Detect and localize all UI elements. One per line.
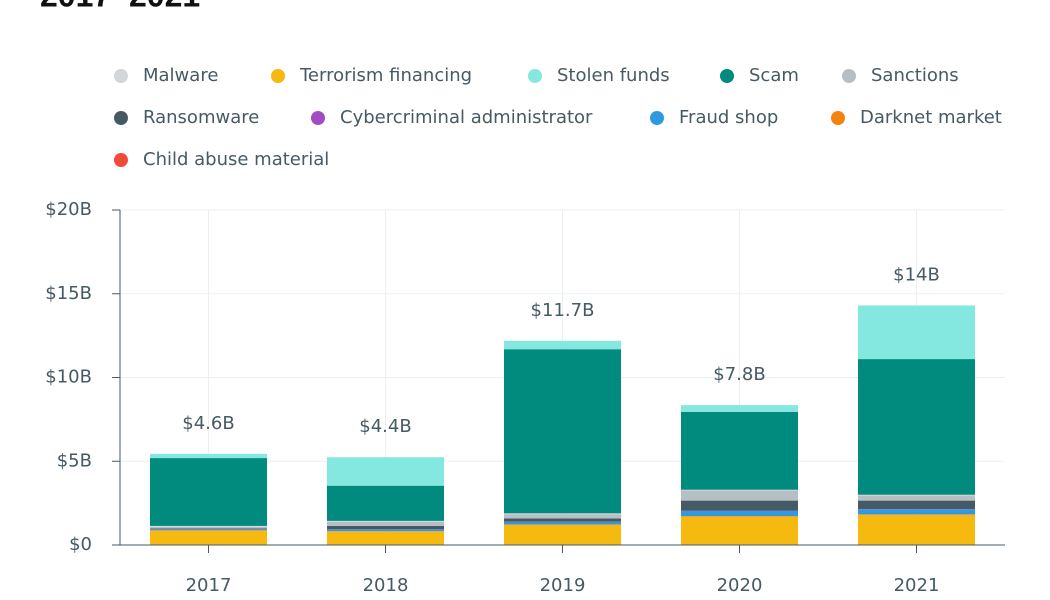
bar-segment [150, 529, 267, 531]
x-tick-label: 2020 [717, 575, 763, 596]
legend-label: Cybercriminal administrator [340, 107, 593, 128]
bar-segment [858, 305, 975, 360]
legend-label: Malware [143, 65, 218, 86]
legend-dot [650, 111, 664, 125]
x-tick-label: 2019 [540, 575, 586, 596]
legend-dot [114, 69, 128, 83]
y-tick-label: $0 [69, 534, 92, 555]
y-tick-label: $15B [45, 283, 92, 304]
total-label: $14B [893, 264, 940, 285]
total-label: $11.7B [531, 300, 595, 321]
chart-title: 2017–2021 [40, 0, 200, 13]
y-tick-label: $10B [45, 367, 92, 388]
bar-segment [327, 521, 444, 526]
total-label: $4.6B [182, 413, 234, 434]
x-tick-label: 2017 [186, 575, 232, 596]
bar-segment [504, 518, 621, 522]
legend-dot [720, 69, 734, 83]
y-tick-label: $20B [45, 199, 92, 220]
bar-segment [681, 405, 798, 412]
bar-segment [858, 495, 975, 501]
bar-segment [858, 359, 975, 495]
bar-segment [504, 340, 621, 350]
bar-segment [327, 485, 444, 521]
legend-dot [271, 69, 285, 83]
bar-segment [858, 509, 975, 515]
bar-segment [681, 510, 798, 517]
legend-dot [114, 111, 128, 125]
bar-segment [327, 531, 444, 545]
legend-label: Ransomware [143, 107, 259, 128]
legend-label: Darknet market [860, 107, 1002, 128]
bar-segment [504, 349, 621, 514]
y-tick-label: $5B [57, 450, 92, 471]
bar-segment [150, 526, 267, 529]
legend-label: Terrorism financing [299, 65, 472, 86]
bar-segment [681, 411, 798, 490]
bar-segment [327, 525, 444, 530]
x-tick-label: 2021 [894, 575, 940, 596]
legend-label: Fraud shop [679, 107, 778, 128]
bar-segment [327, 529, 444, 532]
bar-segment [504, 514, 621, 519]
bar-segment [858, 494, 975, 496]
bar-segment [150, 530, 267, 545]
legend-label: Sanctions [871, 65, 959, 86]
bar-segment [150, 528, 267, 530]
bar-segment [150, 453, 267, 459]
legend-dot [831, 111, 845, 125]
legend-label: Child abuse material [143, 149, 329, 170]
bar-segment [327, 520, 444, 522]
bar-segment [681, 489, 798, 491]
bar-segment [504, 524, 621, 545]
bar-segment [327, 457, 444, 486]
legend-dot [842, 69, 856, 83]
bar-segment [150, 525, 267, 527]
bar-segment [504, 513, 621, 515]
bar-segment [858, 514, 975, 545]
legend-dot [528, 69, 542, 83]
bar-segment [504, 521, 621, 525]
bar-segment [150, 458, 267, 526]
total-label: $4.4B [359, 416, 411, 437]
x-tick-label: 2018 [363, 575, 409, 596]
bar-segment [681, 490, 798, 501]
bar-segment [858, 500, 975, 509]
legend-label: Stolen funds [557, 65, 670, 86]
legend-label: Scam [749, 65, 799, 86]
total-label: $7.8B [713, 364, 765, 385]
bar-segment [681, 516, 798, 545]
legend-dot [114, 153, 128, 167]
bar-segment [681, 500, 798, 511]
legend-dot [311, 111, 325, 125]
